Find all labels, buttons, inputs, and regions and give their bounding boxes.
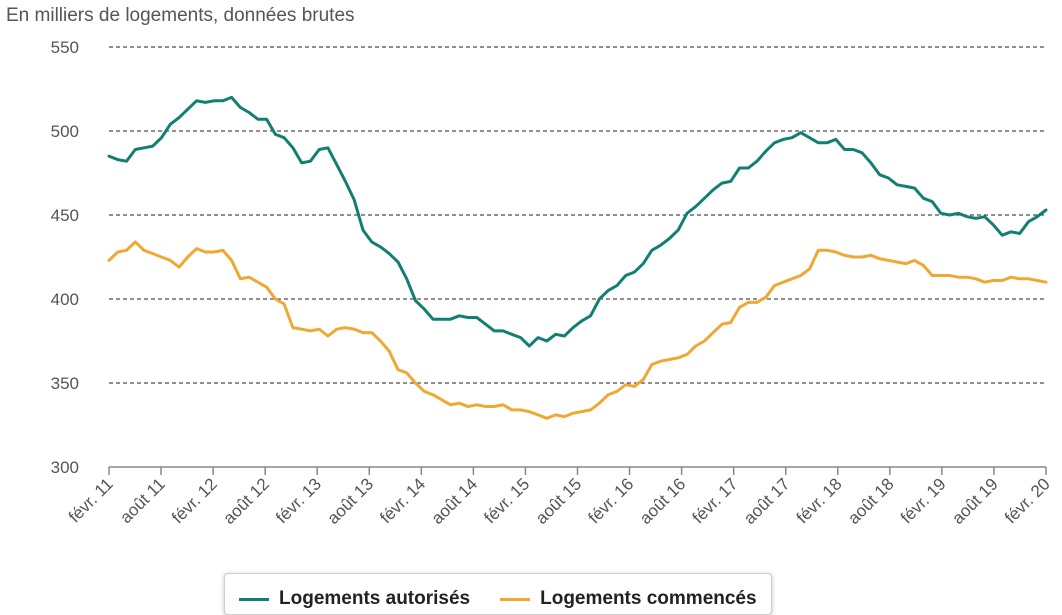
x-tick-label: août 15 xyxy=(532,474,586,528)
x-tick-label: août 19 xyxy=(948,474,1002,528)
x-tick-label: févr. 15 xyxy=(480,474,533,527)
chart-subtitle: En milliers de logements, données brutes xyxy=(6,5,355,26)
grid-layer: 300 350 400 450 500 550 xyxy=(51,38,1046,477)
x-tick-label: févr. 19 xyxy=(897,474,950,527)
y-tick-label: 300 xyxy=(51,458,79,477)
x-tick-label: août 14 xyxy=(428,474,482,528)
legend-item-started[interactable]: Logements commencés xyxy=(500,588,757,610)
x-tick-label: févr. 13 xyxy=(272,474,325,527)
x-tick-label: août 13 xyxy=(324,474,378,528)
legend-item-authorized[interactable]: Logements autorisés xyxy=(239,588,470,610)
chart-container: En milliers de logements, données brutes… xyxy=(6,5,1054,615)
series-line-authorized[interactable] xyxy=(107,95,1048,348)
x-tick-label: août 11 xyxy=(116,474,169,527)
y-tick-label: 500 xyxy=(51,122,79,141)
series-line-started[interactable] xyxy=(107,240,1048,420)
line-chart: En milliers de logements, données brutes… xyxy=(6,5,1054,528)
y-tick-label: 400 xyxy=(51,290,79,309)
x-tick-label: août 16 xyxy=(636,474,690,528)
x-tick-label: févr. 17 xyxy=(689,474,742,527)
x-tick-label: août 17 xyxy=(740,474,794,528)
legend-label-started: Logements commencés xyxy=(540,588,757,609)
y-tick-label: 550 xyxy=(51,38,79,57)
y-tick-label: 350 xyxy=(51,374,79,393)
series-layer xyxy=(107,95,1048,420)
x-tick-label: févr. 14 xyxy=(376,474,429,527)
x-tick-label: févr. 16 xyxy=(585,474,638,527)
x-tick-label: août 12 xyxy=(219,474,273,528)
x-tick-label: août 18 xyxy=(844,474,898,528)
legend: Logements autorisés Logements commencés xyxy=(224,573,772,615)
x-tick-label: févr. 18 xyxy=(793,474,846,527)
x-tick-label: févr. 20 xyxy=(1001,474,1054,527)
x-tick-label: févr. 11 xyxy=(65,474,117,526)
legend-swatch-authorized xyxy=(239,597,269,601)
legend-label-authorized: Logements autorisés xyxy=(279,588,471,609)
y-tick-label: 450 xyxy=(51,206,79,225)
legend-swatch-started xyxy=(500,597,531,601)
x-tick-label: févr. 12 xyxy=(168,474,221,527)
